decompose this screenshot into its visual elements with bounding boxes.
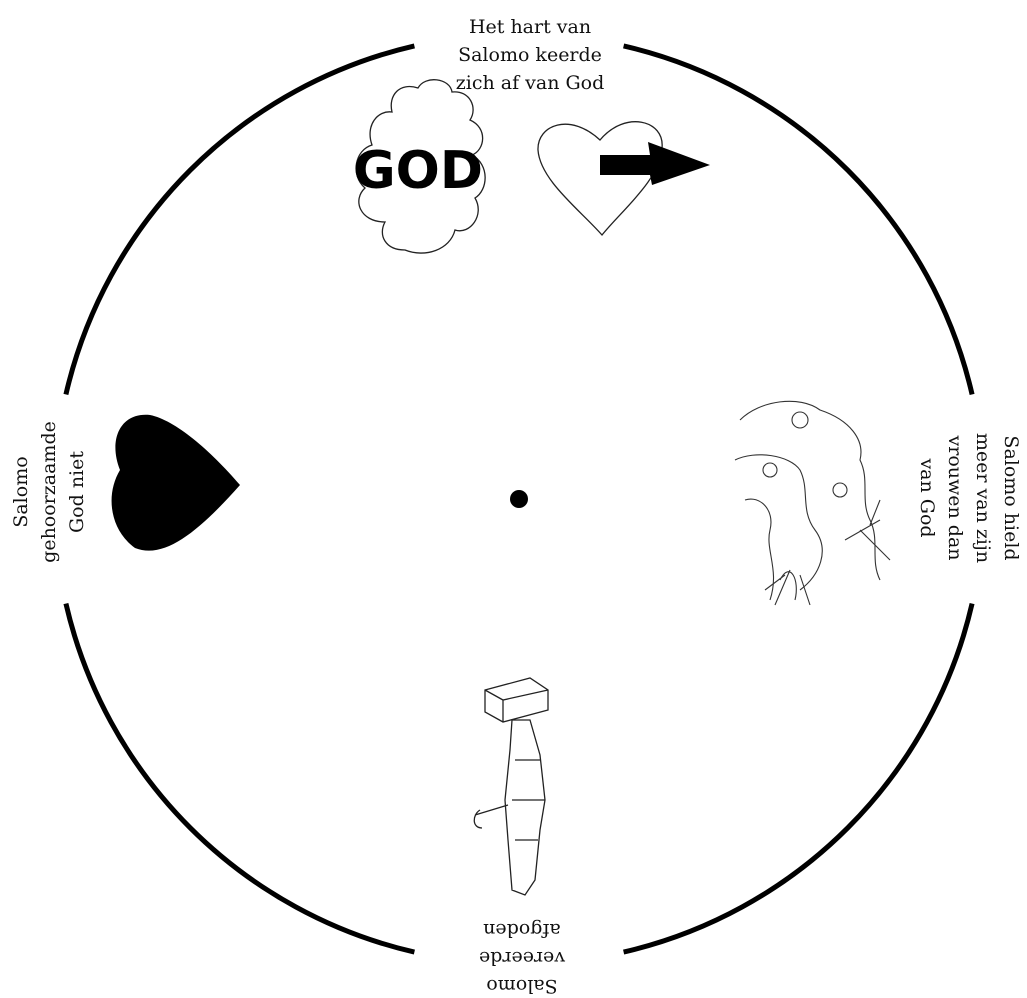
label-line: God niet bbox=[66, 451, 88, 533]
right-label: Salomo hield meer van zijn vrouwen dan van … bbox=[916, 433, 1022, 563]
label-line: Het hart van bbox=[469, 16, 591, 38]
label-line: zich af van God bbox=[456, 72, 605, 94]
label-line: vereerde bbox=[479, 947, 566, 969]
left-illustration bbox=[112, 415, 240, 551]
rim-arc bbox=[624, 46, 972, 394]
label-line: gehoorzaamde bbox=[38, 421, 60, 563]
label-line: afgoden bbox=[483, 919, 561, 941]
rim-arc bbox=[624, 604, 972, 952]
left-label: Salomo gehoorzaamde God niet bbox=[10, 421, 88, 563]
label-line: vrouwen dan bbox=[944, 434, 966, 560]
bottom-illustration bbox=[474, 678, 548, 895]
label-line: meer van zijn bbox=[972, 433, 994, 563]
rim-arc bbox=[66, 46, 414, 394]
label-line: Salomo bbox=[486, 975, 557, 997]
label-line: Salomo keerde bbox=[458, 44, 602, 66]
rim-arc bbox=[66, 604, 414, 952]
top-label: Het hart van Salomo keerde zich af van God bbox=[456, 16, 605, 94]
right-illustration bbox=[735, 401, 890, 605]
wheel-diagram: GOD Het hart van Salomo keerde zich af van… bbox=[0, 0, 1027, 998]
cloud-label: GOD bbox=[353, 141, 483, 201]
bottom-label: Salomo vereerde afgoden bbox=[479, 919, 566, 997]
top-illustration: GOD bbox=[353, 80, 710, 253]
label-line: van God bbox=[916, 457, 938, 537]
label-line: Salomo hield bbox=[1000, 435, 1022, 560]
center-pin bbox=[510, 490, 528, 508]
label-line: Salomo bbox=[10, 456, 32, 527]
